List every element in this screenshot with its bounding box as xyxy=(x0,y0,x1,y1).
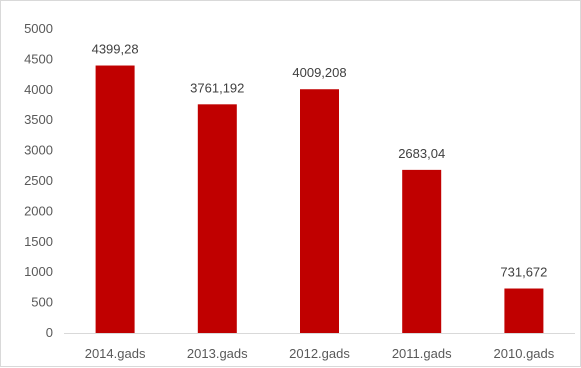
y-tick-label: 500 xyxy=(31,295,53,310)
x-tick-label: 2013.gads xyxy=(187,346,248,361)
y-tick-label: 1500 xyxy=(24,234,53,249)
x-axis: 2014.gads 2013.gads 2012.gads 2011.gads 2010… xyxy=(64,333,575,361)
y-tick-label: 2500 xyxy=(24,173,53,188)
bar xyxy=(197,104,237,334)
y-tick-label: 0 xyxy=(46,325,53,340)
bar xyxy=(504,288,544,333)
y-tick-label: 5000 xyxy=(24,21,53,36)
y-axis: 0 500 1000 1500 2000 2500 3000 3500 4000 4500 5000 xyxy=(24,21,53,340)
data-labels: 4399,28 3761,192 4009,208 2683,04 731,672 xyxy=(92,42,548,280)
x-tick-label: 2014.gads xyxy=(85,346,146,361)
y-tick-label: 4500 xyxy=(24,51,53,66)
bars xyxy=(95,65,544,334)
data-label: 4009,208 xyxy=(292,65,346,80)
y-tick-label: 1000 xyxy=(24,264,53,279)
data-label: 2683,04 xyxy=(398,146,445,161)
x-tick-label: 2012.gads xyxy=(289,346,350,361)
bar xyxy=(402,169,442,333)
y-tick-label: 4000 xyxy=(24,82,53,97)
y-tick-label: 3500 xyxy=(24,112,53,127)
x-tick-label: 2010.gads xyxy=(494,346,555,361)
bar xyxy=(95,65,135,333)
data-label: 3761,192 xyxy=(190,80,244,95)
y-tick-label: 2000 xyxy=(24,203,53,218)
y-tick-label: 3000 xyxy=(24,143,53,158)
data-label: 4399,28 xyxy=(92,42,139,57)
data-label: 731,672 xyxy=(500,265,547,280)
x-tick-label: 2011.gads xyxy=(392,346,452,361)
bar xyxy=(300,89,339,334)
